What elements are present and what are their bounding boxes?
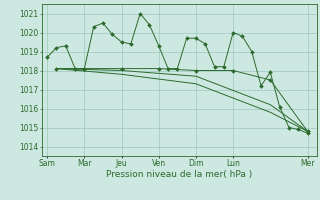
X-axis label: Pression niveau de la mer( hPa ): Pression niveau de la mer( hPa ) [106,170,252,179]
